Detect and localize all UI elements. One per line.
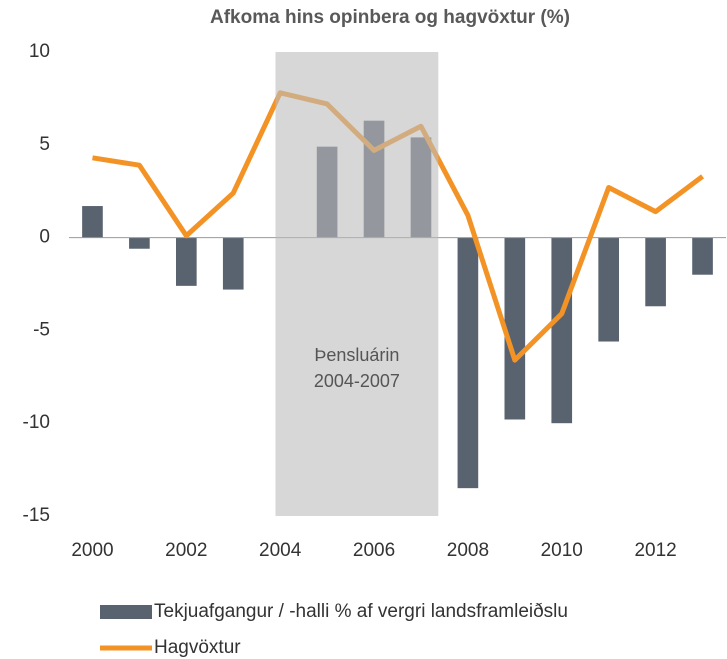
x-tick-label: 2010 bbox=[541, 540, 583, 561]
y-tick-label: 5 bbox=[39, 134, 50, 155]
y-tick-label: 0 bbox=[39, 227, 50, 248]
legend-swatch bbox=[100, 605, 152, 619]
bar bbox=[457, 237, 479, 489]
bar bbox=[504, 237, 526, 420]
bar bbox=[598, 237, 620, 342]
y-tick-label: -15 bbox=[23, 505, 50, 526]
annotation: 2004-2007 bbox=[314, 371, 400, 391]
bar bbox=[222, 237, 244, 290]
y-tick-label: -5 bbox=[33, 319, 50, 340]
shaded-period bbox=[275, 52, 439, 516]
x-tick-label: 2002 bbox=[165, 540, 207, 561]
bar bbox=[129, 237, 150, 249]
bar bbox=[645, 237, 666, 307]
bar bbox=[175, 237, 197, 286]
x-tick-label: 2006 bbox=[353, 540, 395, 561]
bar bbox=[82, 206, 103, 238]
x-tick-label: 2008 bbox=[447, 540, 489, 561]
x-tick-label: 2012 bbox=[634, 540, 676, 561]
annotation: Þensluárin bbox=[314, 345, 399, 365]
legend-label: Hagvöxtur bbox=[154, 637, 241, 658]
x-tick-label: 2004 bbox=[259, 540, 302, 561]
legend-label: Tekjuafgangur / -halli % af vergri lands… bbox=[154, 601, 568, 622]
x-tick-label: 2000 bbox=[71, 540, 113, 561]
y-tick-label: 10 bbox=[29, 41, 50, 62]
bar bbox=[551, 237, 573, 424]
bar bbox=[692, 237, 713, 275]
chart-title: Afkoma hins opinbera og hagvöxtur (%) bbox=[210, 7, 570, 28]
y-tick-label: -10 bbox=[23, 412, 50, 433]
